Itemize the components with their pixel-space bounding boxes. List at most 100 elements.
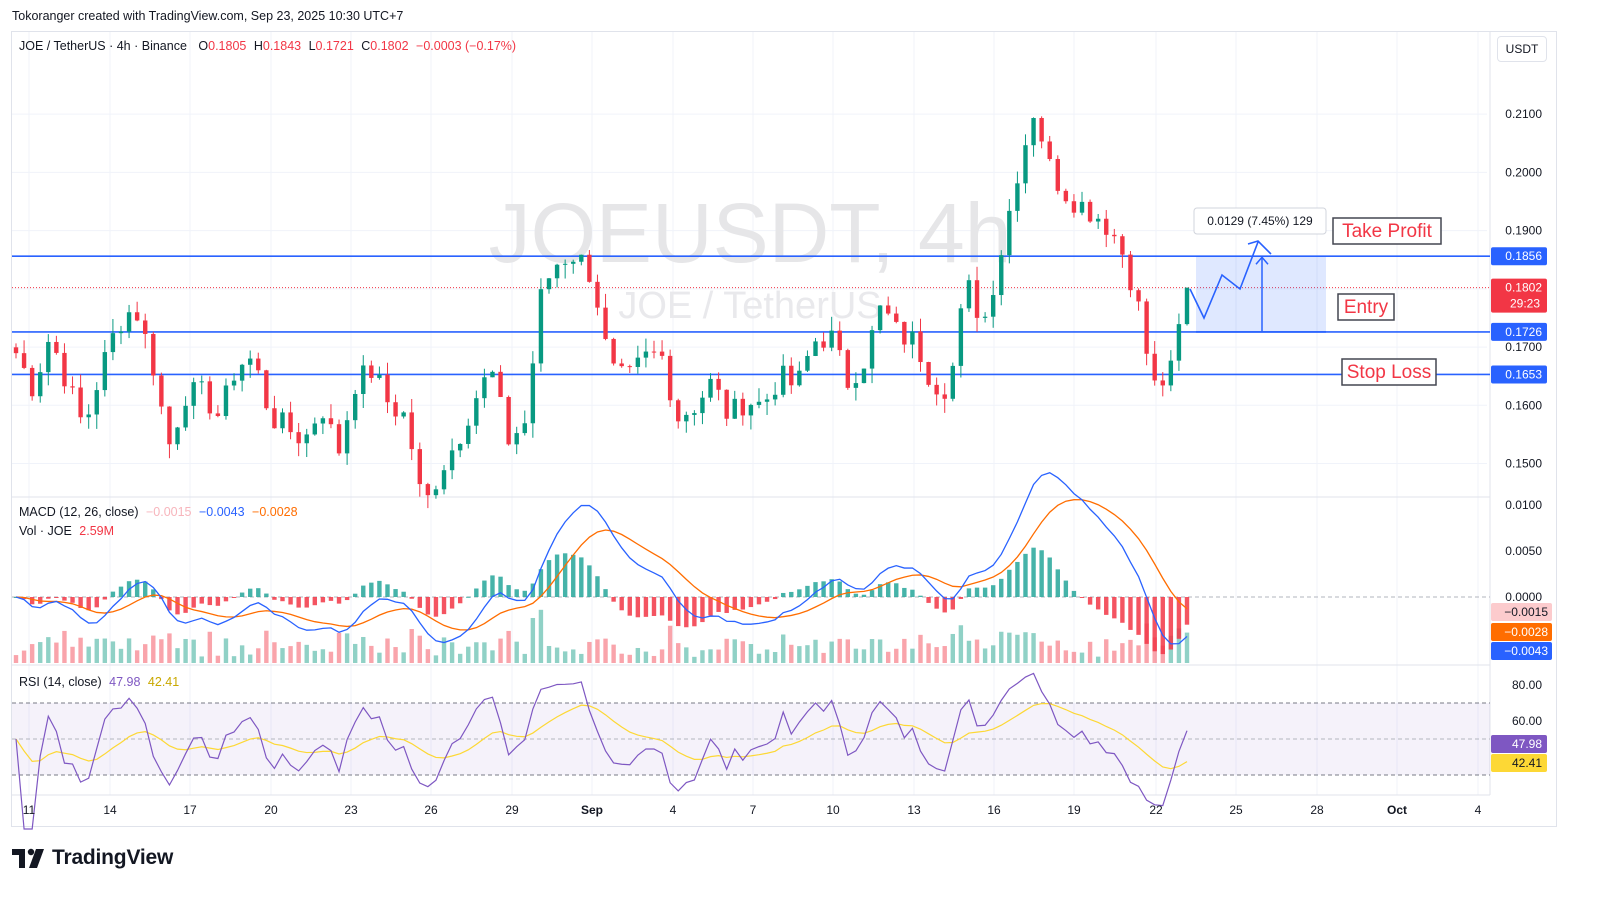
volume-bar: [562, 651, 568, 663]
time-tick: 26: [424, 803, 438, 817]
candle-body: [296, 432, 301, 444]
volume-bar: [288, 646, 293, 663]
volume-bar: [223, 638, 229, 663]
candle-body: [304, 434, 309, 444]
volume-bar: [659, 649, 665, 663]
candle-body: [1184, 287, 1190, 325]
watermark-title: JOEUSDT, 4h: [489, 186, 1012, 280]
macd-hist-bar: [102, 597, 108, 600]
macd-hist-bar: [1063, 580, 1069, 597]
volume-bar: [369, 645, 374, 663]
macd-tick: 0.0050: [1505, 544, 1542, 558]
candle-body: [716, 378, 721, 390]
macd-hist-bar: [562, 553, 568, 597]
level-price-tag-text: 0.1726: [1505, 325, 1542, 339]
macd-hist-bar: [885, 582, 891, 597]
macd-hist-bar: [1120, 597, 1125, 623]
volume-bar: [1023, 632, 1028, 663]
symbol-line[interactable]: JOE / TetherUS · 4h · Binance: [19, 39, 187, 53]
chart-frame: [11, 31, 1557, 827]
volume-bar: [837, 638, 842, 663]
macd-value-tag-text: −0.0043: [1504, 644, 1548, 658]
close-label: C: [361, 39, 371, 53]
candle-body: [861, 368, 867, 384]
volume-bar: [62, 630, 67, 663]
macd-hist-bar: [587, 565, 592, 597]
macd-hist-bar: [982, 587, 988, 597]
volume-bar: [328, 651, 334, 663]
volume-bar: [1007, 632, 1012, 663]
volume-bar: [239, 645, 245, 663]
time-tick: 4: [670, 803, 677, 817]
volume-bar: [1063, 650, 1069, 663]
candle-body: [175, 427, 180, 445]
level-price-tag-text: 0.1856: [1505, 249, 1542, 263]
volume-bar: [966, 640, 972, 663]
volume-bar: [700, 650, 705, 663]
volume-bar: [789, 644, 794, 663]
tradingview-logo[interactable]: TradingView: [12, 846, 173, 870]
brand-name: TradingView: [52, 846, 174, 869]
projection-range-box: [1196, 256, 1326, 332]
macd-hist-bar: [272, 597, 277, 600]
volume-bar: [280, 648, 285, 663]
volume-bar: [264, 630, 269, 663]
time-tick: 23: [344, 803, 358, 817]
volume-bar: [256, 648, 261, 663]
macd-hist-bar: [1128, 597, 1133, 630]
candle-body: [902, 321, 907, 345]
volume-bar: [603, 638, 608, 663]
projected-path: [1189, 241, 1259, 320]
candle-body: [1015, 183, 1020, 211]
volume-bar: [772, 652, 778, 663]
candle-body: [1055, 158, 1060, 191]
volume-bar: [110, 641, 116, 663]
volume-value: 2.59M: [79, 524, 115, 538]
macd-hist-bar: [328, 597, 334, 601]
volume-bar: [627, 654, 632, 663]
macd-hist-bar: [546, 560, 552, 597]
candle-body: [490, 371, 495, 378]
macd-hist-bar: [579, 557, 584, 597]
candle-body: [352, 393, 358, 421]
candle-body: [280, 412, 285, 429]
volume-bar: [1120, 643, 1125, 663]
macd-legend[interactable]: MACD (12, 26, close) −0.0015 −0.0043 −0.…: [19, 505, 298, 519]
macd-hist-bar: [821, 581, 826, 597]
volume-bar: [1160, 645, 1165, 663]
rsi-ma-tag-text: 42.41: [1512, 756, 1542, 770]
volume-bar: [409, 629, 414, 663]
candle-body: [1168, 360, 1174, 386]
rsi-legend[interactable]: RSI (14, close) 47.98 42.41: [19, 675, 179, 689]
volume-bar: [151, 635, 156, 663]
macd-hist-bar: [433, 597, 439, 617]
macd-hist-bar: [183, 597, 188, 613]
volume-bar: [320, 649, 326, 663]
macd-hist-bar: [143, 581, 148, 597]
time-tick: 20: [264, 803, 278, 817]
time-tick: 28: [1310, 803, 1324, 817]
candle-body: [1087, 201, 1093, 222]
macd-hist-bar: [401, 591, 406, 597]
candle-body: [29, 367, 35, 397]
volume-bar: [764, 649, 770, 663]
currency-button[interactable]: USDT: [1497, 36, 1547, 62]
macd-hist-bar: [417, 597, 422, 608]
macd-hist-bar: [1039, 550, 1044, 597]
high-value: 0.1843: [262, 39, 302, 53]
candle-body: [934, 384, 939, 395]
macd-hist-bar: [934, 597, 939, 609]
volume-legend[interactable]: Vol · JOE 2.59M: [19, 524, 114, 538]
macd-hist-bar: [409, 597, 414, 599]
volume-bar: [159, 639, 164, 663]
candle-body: [449, 450, 455, 471]
volume-bar: [805, 645, 810, 663]
macd-hist-bar: [393, 589, 398, 597]
macd-hist-bar: [918, 595, 923, 597]
volume-bar: [797, 646, 802, 663]
entry-label: Entry: [1344, 297, 1389, 318]
candle-body: [1071, 201, 1077, 213]
candle-body: [732, 398, 737, 419]
rsi-ma-tag: [1491, 754, 1547, 772]
